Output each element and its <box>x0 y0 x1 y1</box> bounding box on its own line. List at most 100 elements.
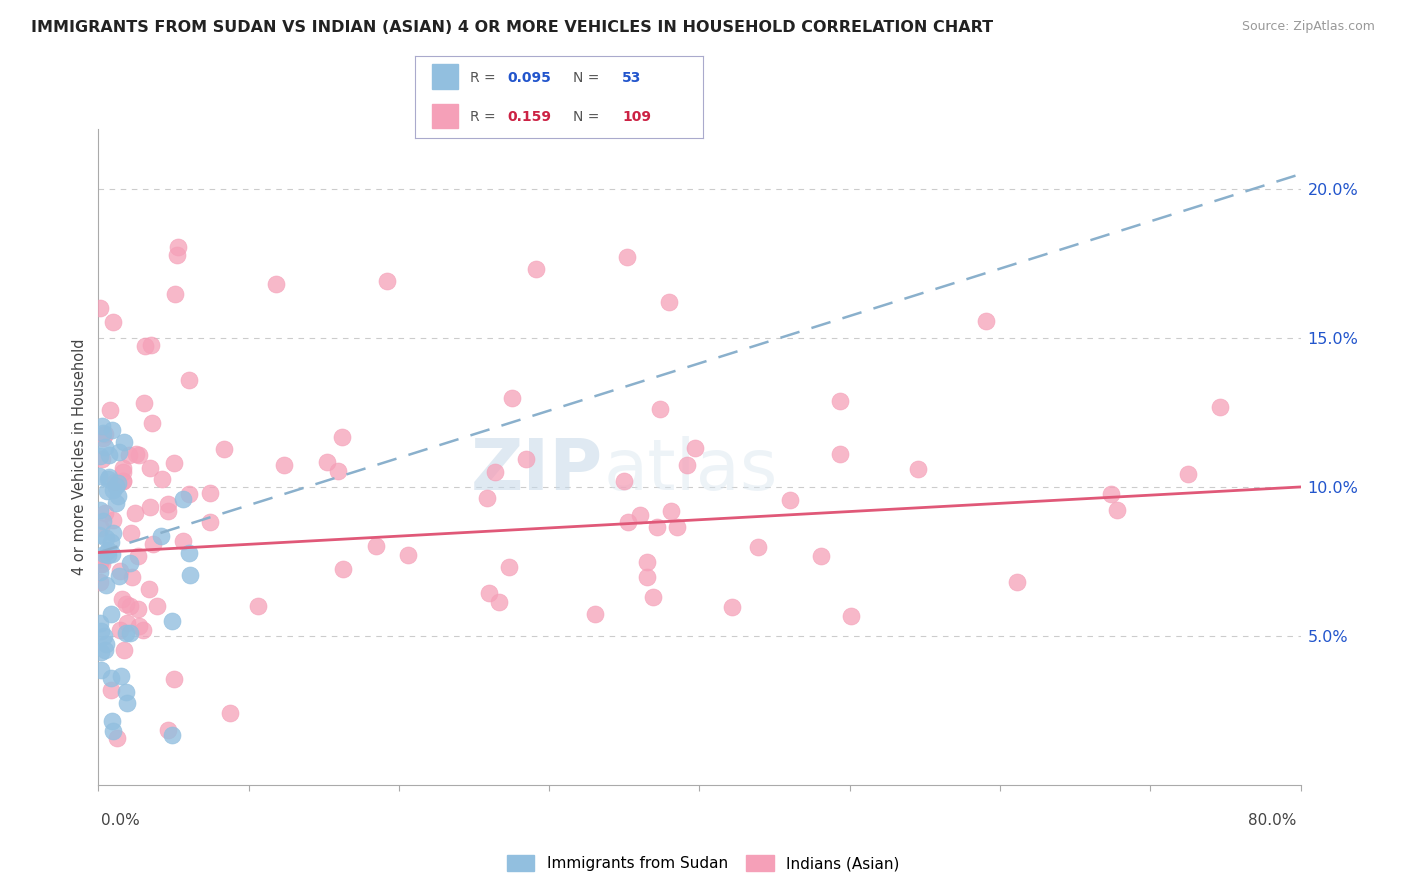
Point <box>90 553 112 567</box>
Point <box>112 465 135 479</box>
Point <box>91 514 114 528</box>
Point <box>127 549 149 564</box>
Point <box>91 430 114 444</box>
Point <box>112 475 135 489</box>
Point <box>112 643 135 657</box>
Point <box>177 545 200 559</box>
Point <box>94 578 117 592</box>
Point <box>366 539 388 553</box>
Point <box>172 491 194 506</box>
Point <box>94 642 117 657</box>
Point <box>1105 503 1128 517</box>
Point <box>264 277 287 291</box>
Point <box>93 426 115 441</box>
Point <box>100 683 122 698</box>
Point <box>89 469 111 483</box>
Text: R =: R = <box>470 111 495 124</box>
Point <box>212 442 235 457</box>
Point <box>163 673 186 687</box>
Point <box>111 592 134 607</box>
Point <box>128 448 150 462</box>
Point <box>115 615 138 630</box>
Point <box>315 455 337 469</box>
Bar <box>432 103 458 128</box>
Point <box>93 629 115 643</box>
Point <box>97 543 120 558</box>
Point <box>828 393 851 408</box>
Point <box>647 520 669 534</box>
Point <box>146 599 169 613</box>
Point <box>139 461 162 475</box>
Point <box>200 485 222 500</box>
Point <box>907 461 929 475</box>
Point <box>134 396 156 410</box>
Point <box>162 456 184 470</box>
Point <box>661 504 683 518</box>
Point <box>375 274 398 288</box>
Text: 80.0%: 80.0% <box>1249 814 1296 828</box>
Point <box>107 475 129 490</box>
Y-axis label: 4 or more Vehicles in Household: 4 or more Vehicles in Household <box>72 339 87 575</box>
Point <box>273 458 295 472</box>
Point <box>246 599 269 614</box>
Point <box>101 483 124 497</box>
Point <box>828 447 851 461</box>
Point <box>101 714 124 728</box>
Point <box>118 448 141 462</box>
Point <box>100 607 122 622</box>
Point <box>165 287 187 301</box>
Point <box>91 425 114 440</box>
Point <box>583 607 606 622</box>
Point <box>613 475 636 489</box>
Point <box>141 416 163 430</box>
Point <box>89 528 111 542</box>
Point <box>128 619 150 633</box>
Point <box>636 570 658 584</box>
Point <box>1005 574 1028 589</box>
Text: Source: ZipAtlas.com: Source: ZipAtlas.com <box>1241 20 1375 33</box>
Point <box>108 565 131 579</box>
Point <box>475 491 498 505</box>
Point <box>177 373 200 387</box>
Point <box>105 731 128 745</box>
Point <box>112 435 135 450</box>
Point <box>100 672 122 686</box>
Point <box>138 582 160 596</box>
Point <box>90 663 112 677</box>
Bar <box>432 64 458 89</box>
Point <box>124 506 146 520</box>
Point <box>974 314 997 328</box>
Point <box>152 472 174 486</box>
Text: 53: 53 <box>623 71 641 85</box>
Point <box>139 338 162 352</box>
Point <box>641 590 664 604</box>
Point <box>501 391 523 405</box>
Point <box>97 472 120 486</box>
Text: 0.159: 0.159 <box>508 111 551 124</box>
Point <box>101 423 124 437</box>
Point <box>90 521 112 535</box>
Point <box>93 506 115 520</box>
Point <box>98 403 121 417</box>
Point <box>107 489 129 503</box>
Point <box>1177 467 1199 481</box>
Point <box>1209 400 1232 414</box>
Point <box>97 549 120 563</box>
Point <box>94 531 117 545</box>
Point <box>160 614 183 628</box>
Point <box>127 602 149 616</box>
Point <box>628 508 651 522</box>
Point <box>90 557 112 571</box>
Text: ZIP: ZIP <box>471 436 603 505</box>
Point <box>167 240 190 254</box>
Point <box>114 626 136 640</box>
Point <box>810 549 832 564</box>
Point <box>103 513 125 527</box>
Point <box>89 301 111 315</box>
Point <box>104 475 127 490</box>
Point <box>524 262 547 277</box>
Point <box>478 585 501 599</box>
Text: 0.095: 0.095 <box>508 71 551 85</box>
Point <box>118 556 141 570</box>
Point <box>636 556 658 570</box>
